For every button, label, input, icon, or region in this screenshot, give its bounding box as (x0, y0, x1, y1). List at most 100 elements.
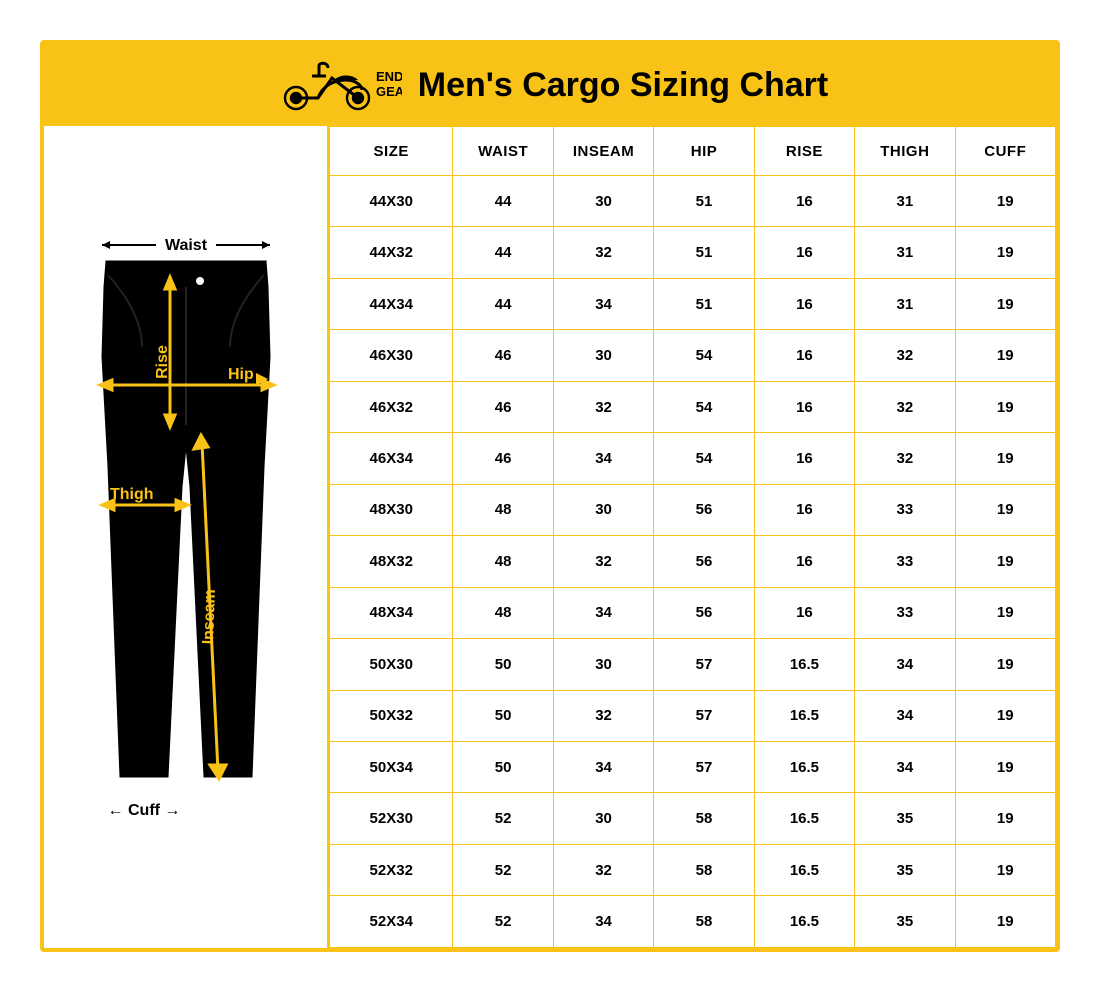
cell-value: 57 (654, 639, 754, 690)
cell-value: 48 (453, 587, 553, 638)
cell-value: 16.5 (754, 844, 854, 895)
table-header-row: SIZE WAIST INSEAM HIP RISE THIGH CUFF (330, 127, 1056, 176)
cell-value: 33 (855, 536, 955, 587)
table-row: 46X34463454163219 (330, 433, 1056, 484)
cell-size: 50X32 (330, 690, 453, 741)
cell-size: 48X30 (330, 484, 453, 535)
cell-value: 31 (855, 227, 955, 278)
cell-value: 57 (654, 741, 754, 792)
cell-value: 19 (955, 896, 1055, 948)
size-table-body: 44X3044305116311944X3244325116311944X344… (330, 176, 1056, 948)
table-row: 44X34443451163119 (330, 278, 1056, 329)
cell-value: 19 (955, 433, 1055, 484)
cell-size: 44X30 (330, 176, 453, 227)
cell-value: 19 (955, 278, 1055, 329)
cell-value: 19 (955, 176, 1055, 227)
cell-value: 33 (855, 587, 955, 638)
cell-value: 30 (553, 639, 653, 690)
cell-value: 30 (553, 484, 653, 535)
table-row: 48X30483056163319 (330, 484, 1056, 535)
cell-value: 51 (654, 227, 754, 278)
cell-value: 16.5 (754, 690, 854, 741)
cell-size: 48X32 (330, 536, 453, 587)
cell-value: 50 (453, 639, 553, 690)
cell-value: 46 (453, 330, 553, 381)
svg-text:Rise: Rise (154, 345, 171, 379)
cell-value: 19 (955, 484, 1055, 535)
cell-value: 44 (453, 227, 553, 278)
cell-size: 52X30 (330, 793, 453, 844)
table-row: 46X30463054163219 (330, 330, 1056, 381)
cell-value: 35 (855, 896, 955, 948)
cell-value: 35 (855, 844, 955, 895)
pants-diagram: Waist (44, 126, 329, 948)
svg-text:Inseam: Inseam (200, 589, 219, 645)
table-row: 50X3050305716.53419 (330, 639, 1056, 690)
cell-value: 44 (453, 278, 553, 329)
cell-value: 34 (553, 433, 653, 484)
cell-value: 16 (754, 278, 854, 329)
svg-text:Hip: Hip (228, 366, 254, 383)
cell-size: 44X34 (330, 278, 453, 329)
cell-size: 50X30 (330, 639, 453, 690)
cell-value: 57 (654, 690, 754, 741)
table-row: 52X3452345816.53519 (330, 896, 1056, 948)
cell-value: 31 (855, 176, 955, 227)
cell-value: 52 (453, 896, 553, 948)
col-size: SIZE (330, 127, 453, 176)
chart-header: ENDO GEAR Men's Cargo Sizing Chart (44, 44, 1056, 126)
cell-value: 16 (754, 587, 854, 638)
cell-value: 34 (553, 741, 653, 792)
cell-size: 46X30 (330, 330, 453, 381)
cell-value: 34 (553, 896, 653, 948)
cell-value: 31 (855, 278, 955, 329)
logo-text-top: ENDO (376, 69, 402, 84)
cell-value: 33 (855, 484, 955, 535)
cell-value: 32 (553, 227, 653, 278)
cell-value: 58 (654, 793, 754, 844)
cell-size: 52X34 (330, 896, 453, 948)
cell-value: 34 (855, 741, 955, 792)
col-inseam: INSEAM (553, 127, 653, 176)
cell-value: 34 (553, 587, 653, 638)
chart-body: Waist (44, 126, 1056, 948)
cell-value: 16 (754, 227, 854, 278)
col-rise: RISE (754, 127, 854, 176)
cell-value: 46 (453, 381, 553, 432)
cell-value: 16 (754, 433, 854, 484)
cell-value: 34 (553, 278, 653, 329)
cell-value: 48 (453, 484, 553, 535)
cell-value: 50 (453, 741, 553, 792)
sizing-chart-card: ENDO GEAR Men's Cargo Sizing Chart Waist (40, 40, 1060, 952)
svg-text:← Cuff →: ← Cuff → (107, 802, 180, 819)
cell-value: 16 (754, 484, 854, 535)
cell-value: 48 (453, 536, 553, 587)
brand-logo: ENDO GEAR (272, 58, 402, 112)
cell-value: 56 (654, 587, 754, 638)
table-row: 44X32443251163119 (330, 227, 1056, 278)
cell-value: 56 (654, 484, 754, 535)
cell-value: 16 (754, 536, 854, 587)
size-table-wrap: SIZE WAIST INSEAM HIP RISE THIGH CUFF 44… (329, 126, 1056, 948)
cell-value: 35 (855, 793, 955, 844)
cell-value: 46 (453, 433, 553, 484)
cell-size: 46X34 (330, 433, 453, 484)
cell-value: 56 (654, 536, 754, 587)
table-row: 48X34483456163319 (330, 587, 1056, 638)
cell-size: 46X32 (330, 381, 453, 432)
cell-value: 32 (855, 433, 955, 484)
cell-value: 58 (654, 896, 754, 948)
cell-value: 52 (453, 844, 553, 895)
table-row: 50X3450345716.53419 (330, 741, 1056, 792)
col-hip: HIP (654, 127, 754, 176)
cell-value: 19 (955, 741, 1055, 792)
cell-value: 54 (654, 381, 754, 432)
table-row: 50X3250325716.53419 (330, 690, 1056, 741)
cell-value: 16.5 (754, 639, 854, 690)
col-cuff: CUFF (955, 127, 1055, 176)
cell-value: 32 (855, 381, 955, 432)
cell-value: 19 (955, 690, 1055, 741)
svg-text:Thigh: Thigh (110, 486, 154, 503)
cell-value: 19 (955, 381, 1055, 432)
cell-value: 34 (855, 690, 955, 741)
